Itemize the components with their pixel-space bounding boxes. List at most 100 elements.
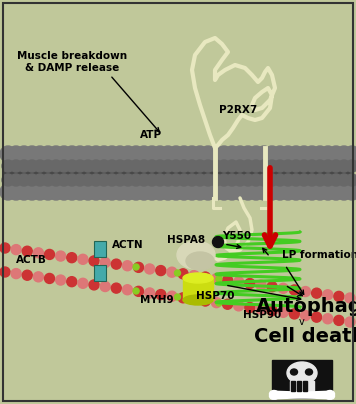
Circle shape [111, 259, 121, 269]
Circle shape [122, 160, 134, 172]
Bar [291, 381, 295, 391]
Circle shape [168, 184, 184, 200]
Circle shape [250, 174, 262, 186]
Circle shape [114, 160, 126, 172]
Circle shape [323, 314, 333, 324]
Circle shape [216, 184, 232, 200]
Circle shape [80, 146, 96, 162]
Circle shape [306, 160, 318, 172]
Ellipse shape [269, 391, 278, 398]
Circle shape [122, 285, 132, 295]
Circle shape [178, 293, 188, 303]
Circle shape [267, 306, 277, 316]
Circle shape [330, 160, 342, 172]
Circle shape [120, 184, 136, 200]
Circle shape [128, 146, 144, 162]
Circle shape [346, 160, 356, 172]
Circle shape [274, 160, 286, 172]
Circle shape [184, 184, 200, 200]
Circle shape [344, 146, 356, 162]
Circle shape [167, 267, 177, 277]
Circle shape [222, 275, 232, 285]
Circle shape [104, 184, 120, 200]
Text: Cell death: Cell death [254, 326, 356, 345]
Circle shape [56, 146, 72, 162]
Circle shape [216, 300, 222, 306]
Circle shape [88, 146, 104, 162]
Circle shape [224, 146, 240, 162]
Circle shape [266, 174, 278, 186]
Circle shape [256, 280, 266, 290]
Circle shape [170, 174, 182, 186]
Circle shape [64, 146, 80, 162]
Bar [290, 381, 314, 391]
Ellipse shape [186, 252, 214, 270]
Circle shape [138, 174, 150, 186]
Ellipse shape [305, 369, 313, 375]
Circle shape [189, 295, 199, 305]
Circle shape [96, 146, 112, 162]
Circle shape [288, 146, 304, 162]
Circle shape [290, 160, 302, 172]
Circle shape [242, 160, 254, 172]
Circle shape [122, 261, 132, 271]
Circle shape [240, 184, 256, 200]
Circle shape [0, 184, 16, 200]
Circle shape [274, 174, 286, 186]
Circle shape [42, 174, 54, 186]
Circle shape [78, 254, 88, 264]
Circle shape [111, 283, 121, 293]
Circle shape [345, 317, 355, 327]
Circle shape [289, 309, 299, 319]
Circle shape [50, 160, 62, 172]
Bar [297, 381, 301, 391]
Circle shape [130, 174, 142, 186]
Text: Y550: Y550 [222, 231, 251, 241]
Text: MYH9: MYH9 [140, 295, 174, 305]
Circle shape [226, 174, 238, 186]
Circle shape [18, 174, 30, 186]
Circle shape [304, 146, 320, 162]
Circle shape [89, 256, 99, 266]
Circle shape [216, 146, 232, 162]
Circle shape [2, 160, 14, 172]
Circle shape [330, 174, 342, 186]
Circle shape [50, 174, 62, 186]
Circle shape [290, 174, 302, 186]
Circle shape [280, 146, 296, 162]
Circle shape [344, 184, 356, 200]
Circle shape [33, 272, 43, 282]
Circle shape [144, 184, 160, 200]
Bar [3, 148, 353, 198]
Circle shape [146, 160, 158, 172]
Circle shape [216, 276, 222, 282]
Circle shape [338, 160, 350, 172]
Circle shape [0, 267, 10, 277]
Ellipse shape [183, 295, 213, 305]
Circle shape [245, 278, 255, 288]
Circle shape [202, 160, 214, 172]
Circle shape [208, 184, 224, 200]
Circle shape [200, 296, 210, 306]
Circle shape [248, 146, 264, 162]
Circle shape [162, 160, 174, 172]
Circle shape [72, 146, 88, 162]
Circle shape [192, 146, 208, 162]
Ellipse shape [177, 241, 215, 269]
Text: HSP90: HSP90 [243, 310, 281, 320]
Circle shape [16, 146, 32, 162]
Circle shape [314, 160, 326, 172]
Circle shape [134, 262, 143, 272]
Circle shape [168, 146, 184, 162]
Circle shape [80, 184, 96, 200]
Circle shape [11, 269, 21, 279]
Bar [272, 360, 332, 398]
Circle shape [278, 283, 288, 293]
Circle shape [16, 184, 32, 200]
Circle shape [250, 160, 262, 172]
Circle shape [288, 184, 304, 200]
Circle shape [138, 160, 150, 172]
Circle shape [48, 184, 64, 200]
Circle shape [58, 174, 70, 186]
Circle shape [272, 146, 288, 162]
